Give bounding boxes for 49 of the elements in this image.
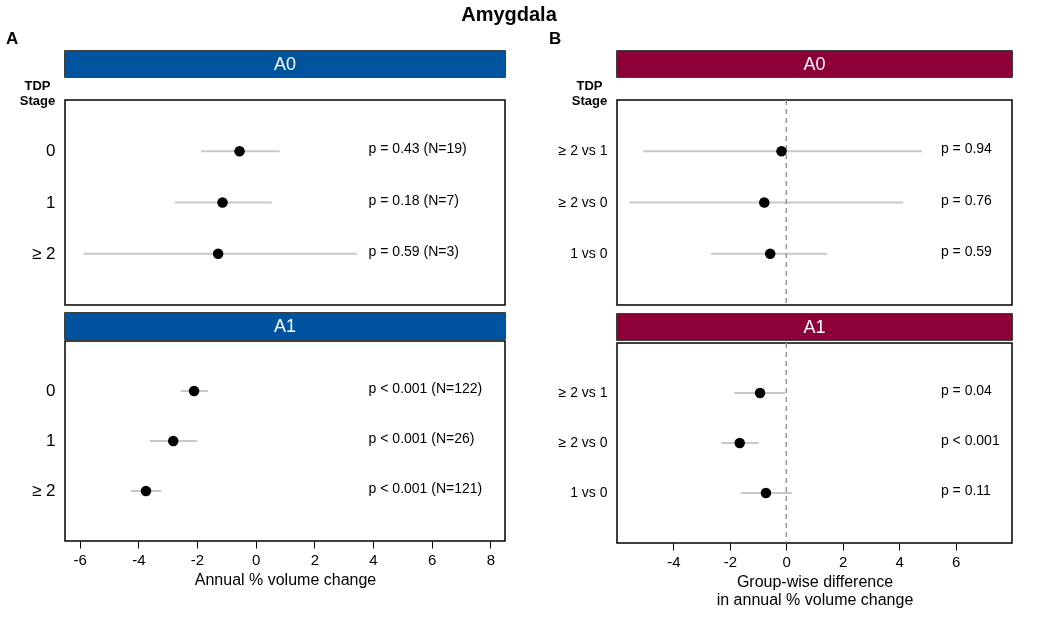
x-tick-label: -4 [132,550,146,568]
x-tick-label: -2 [190,550,205,568]
x-tick-label: 0 [782,552,791,570]
y-tick-label: 1 [46,431,56,450]
x-axis-title: Group-wise difference in annual % volume change [716,572,914,608]
x-tick-label: -4 [667,552,681,570]
chart-title: A1 [273,316,297,336]
annotation: p < 0.001 [940,432,1000,448]
x-tick-label: 8 [486,550,496,568]
x-tick-label: -6 [73,550,87,568]
y-tick-label: ≥ 2 [31,243,56,263]
x-tick-label: 2 [310,550,320,568]
annotation: p = 0.59 (N=3) [368,242,459,259]
annotation: p = 0.43 (N=19) [368,140,467,157]
annotation: p = 0.18 (N=7) [368,191,459,208]
y-tick-label: 1 [46,192,56,212]
y-axis-title: TDP Stage [19,77,56,108]
y-tick-label: 1 vs 0 [570,244,608,261]
annotation: p = 0.94 [940,140,993,157]
x-tick-label: 0 [251,550,261,568]
y-tick-label: ≥ 2 [31,481,56,500]
x-tick-label: 6 [951,552,961,570]
x-tick-label: -2 [723,552,738,570]
text: B [549,29,562,48]
annotation: p = 0.76 [940,191,993,208]
y-tick-label: 0 [46,141,56,161]
y-tick-label: ≥ 2 vs 1 [558,142,608,159]
x-tick-label: 4 [369,550,378,568]
y-tick-label: ≥ 2 vs 1 [558,384,608,400]
y-tick-label: ≥ 2 vs 0 [558,434,608,450]
y-tick-label: ≥ 2 vs 0 [558,193,608,210]
y-tick-label: 1 vs 0 [570,484,608,500]
y-tick-label: 0 [46,381,56,400]
annotation: p < 0.001 (N=26) [368,430,475,446]
text: A [6,29,19,48]
annotation: p = 0.59 [940,242,993,259]
text: Amygdala [461,3,558,26]
x-tick-label: 2 [839,552,848,570]
x-axis-title: Annual % volume change [194,570,377,588]
annotation: p = 0.11 [940,482,992,498]
chart-title: A0 [803,54,826,74]
x-tick-label: 6 [427,550,437,568]
chart-title: A0 [273,54,297,74]
annotation: p = 0.04 [940,382,993,398]
annotation: p < 0.001 (N=121) [368,480,483,496]
y-axis-title: TDP Stage [571,77,608,108]
chart-title: A1 [803,317,826,337]
annotation: p < 0.001 (N=122) [368,380,483,396]
x-tick-label: 4 [895,552,904,570]
